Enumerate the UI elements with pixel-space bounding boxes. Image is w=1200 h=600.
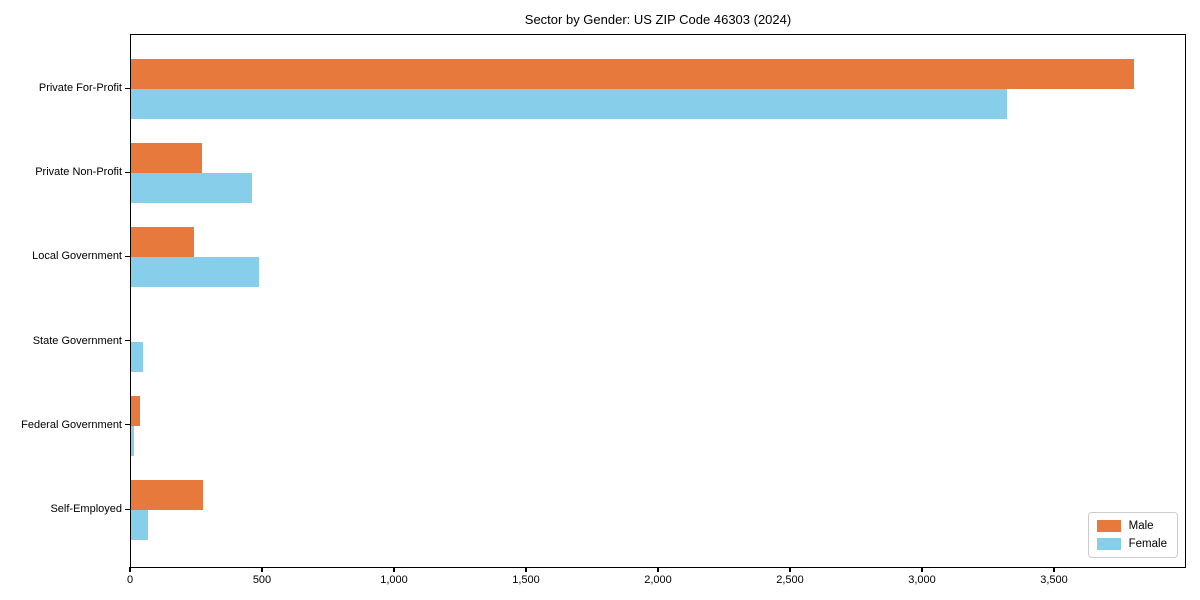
- bar-female-5: [131, 510, 149, 540]
- bar-female-4: [131, 425, 134, 456]
- x-tick-label-7: 3,500: [1040, 574, 1068, 586]
- x-tick-mark: [261, 567, 263, 572]
- bar-male-2: [131, 227, 195, 258]
- legend-label-female: Female: [1128, 538, 1167, 550]
- bar-female-2: [131, 257, 260, 288]
- bar-male-4: [131, 395, 140, 426]
- x-tick-mark: [789, 567, 791, 572]
- bar-female-0: [131, 89, 1008, 119]
- legend-entry-male: Male: [1096, 520, 1167, 532]
- x-tick-label-2: 1,000: [380, 574, 408, 586]
- legend-swatch-female: [1096, 538, 1121, 550]
- bar-male-0: [131, 59, 1135, 89]
- y-tick-label-3: State Government: [32, 334, 122, 347]
- x-tick-label-5: 2,500: [776, 574, 804, 586]
- x-tick-mark: [393, 567, 395, 572]
- x-tick-label-4: 2,000: [644, 574, 672, 586]
- x-tick-label-0: 0: [126, 574, 134, 586]
- y-tick-mark: [125, 508, 130, 510]
- y-tick-label-0: Private For-Profit: [38, 82, 122, 94]
- x-tick-label-3: 1,500: [512, 574, 540, 586]
- y-tick-mark: [125, 171, 130, 173]
- legend: Male Female: [1087, 512, 1178, 558]
- x-tick-mark: [921, 567, 923, 572]
- y-tick-label-1: Private Non-Profit: [35, 166, 122, 179]
- x-tick-label-1: 500: [252, 574, 272, 586]
- plot-area: Male Female: [130, 34, 1186, 568]
- x-tick-mark: [1053, 567, 1055, 572]
- x-tick-label-6: 3,000: [908, 574, 936, 586]
- bar-male-1: [131, 143, 202, 174]
- x-tick-mark: [525, 567, 527, 572]
- bar-female-3: [131, 341, 144, 372]
- x-tick-mark: [657, 567, 659, 572]
- y-tick-label-4: Federal Government: [21, 418, 122, 431]
- y-tick-label-5: Self-Employed: [50, 503, 122, 515]
- legend-label-male: Male: [1128, 520, 1154, 532]
- x-tick-mark: [129, 567, 131, 572]
- bar-male-5: [131, 480, 204, 510]
- y-tick-mark: [125, 87, 130, 89]
- chart-title: Sector by Gender: US ZIP Code 46303 (202…: [524, 12, 792, 27]
- y-tick-mark: [125, 255, 130, 258]
- legend-entry-female: Female: [1096, 538, 1167, 550]
- y-tick-mark: [125, 340, 130, 342]
- bar-female-1: [131, 173, 252, 204]
- y-tick-label-2: Local Government: [32, 250, 122, 263]
- legend-swatch-male: [1096, 520, 1121, 532]
- y-tick-mark: [125, 424, 130, 426]
